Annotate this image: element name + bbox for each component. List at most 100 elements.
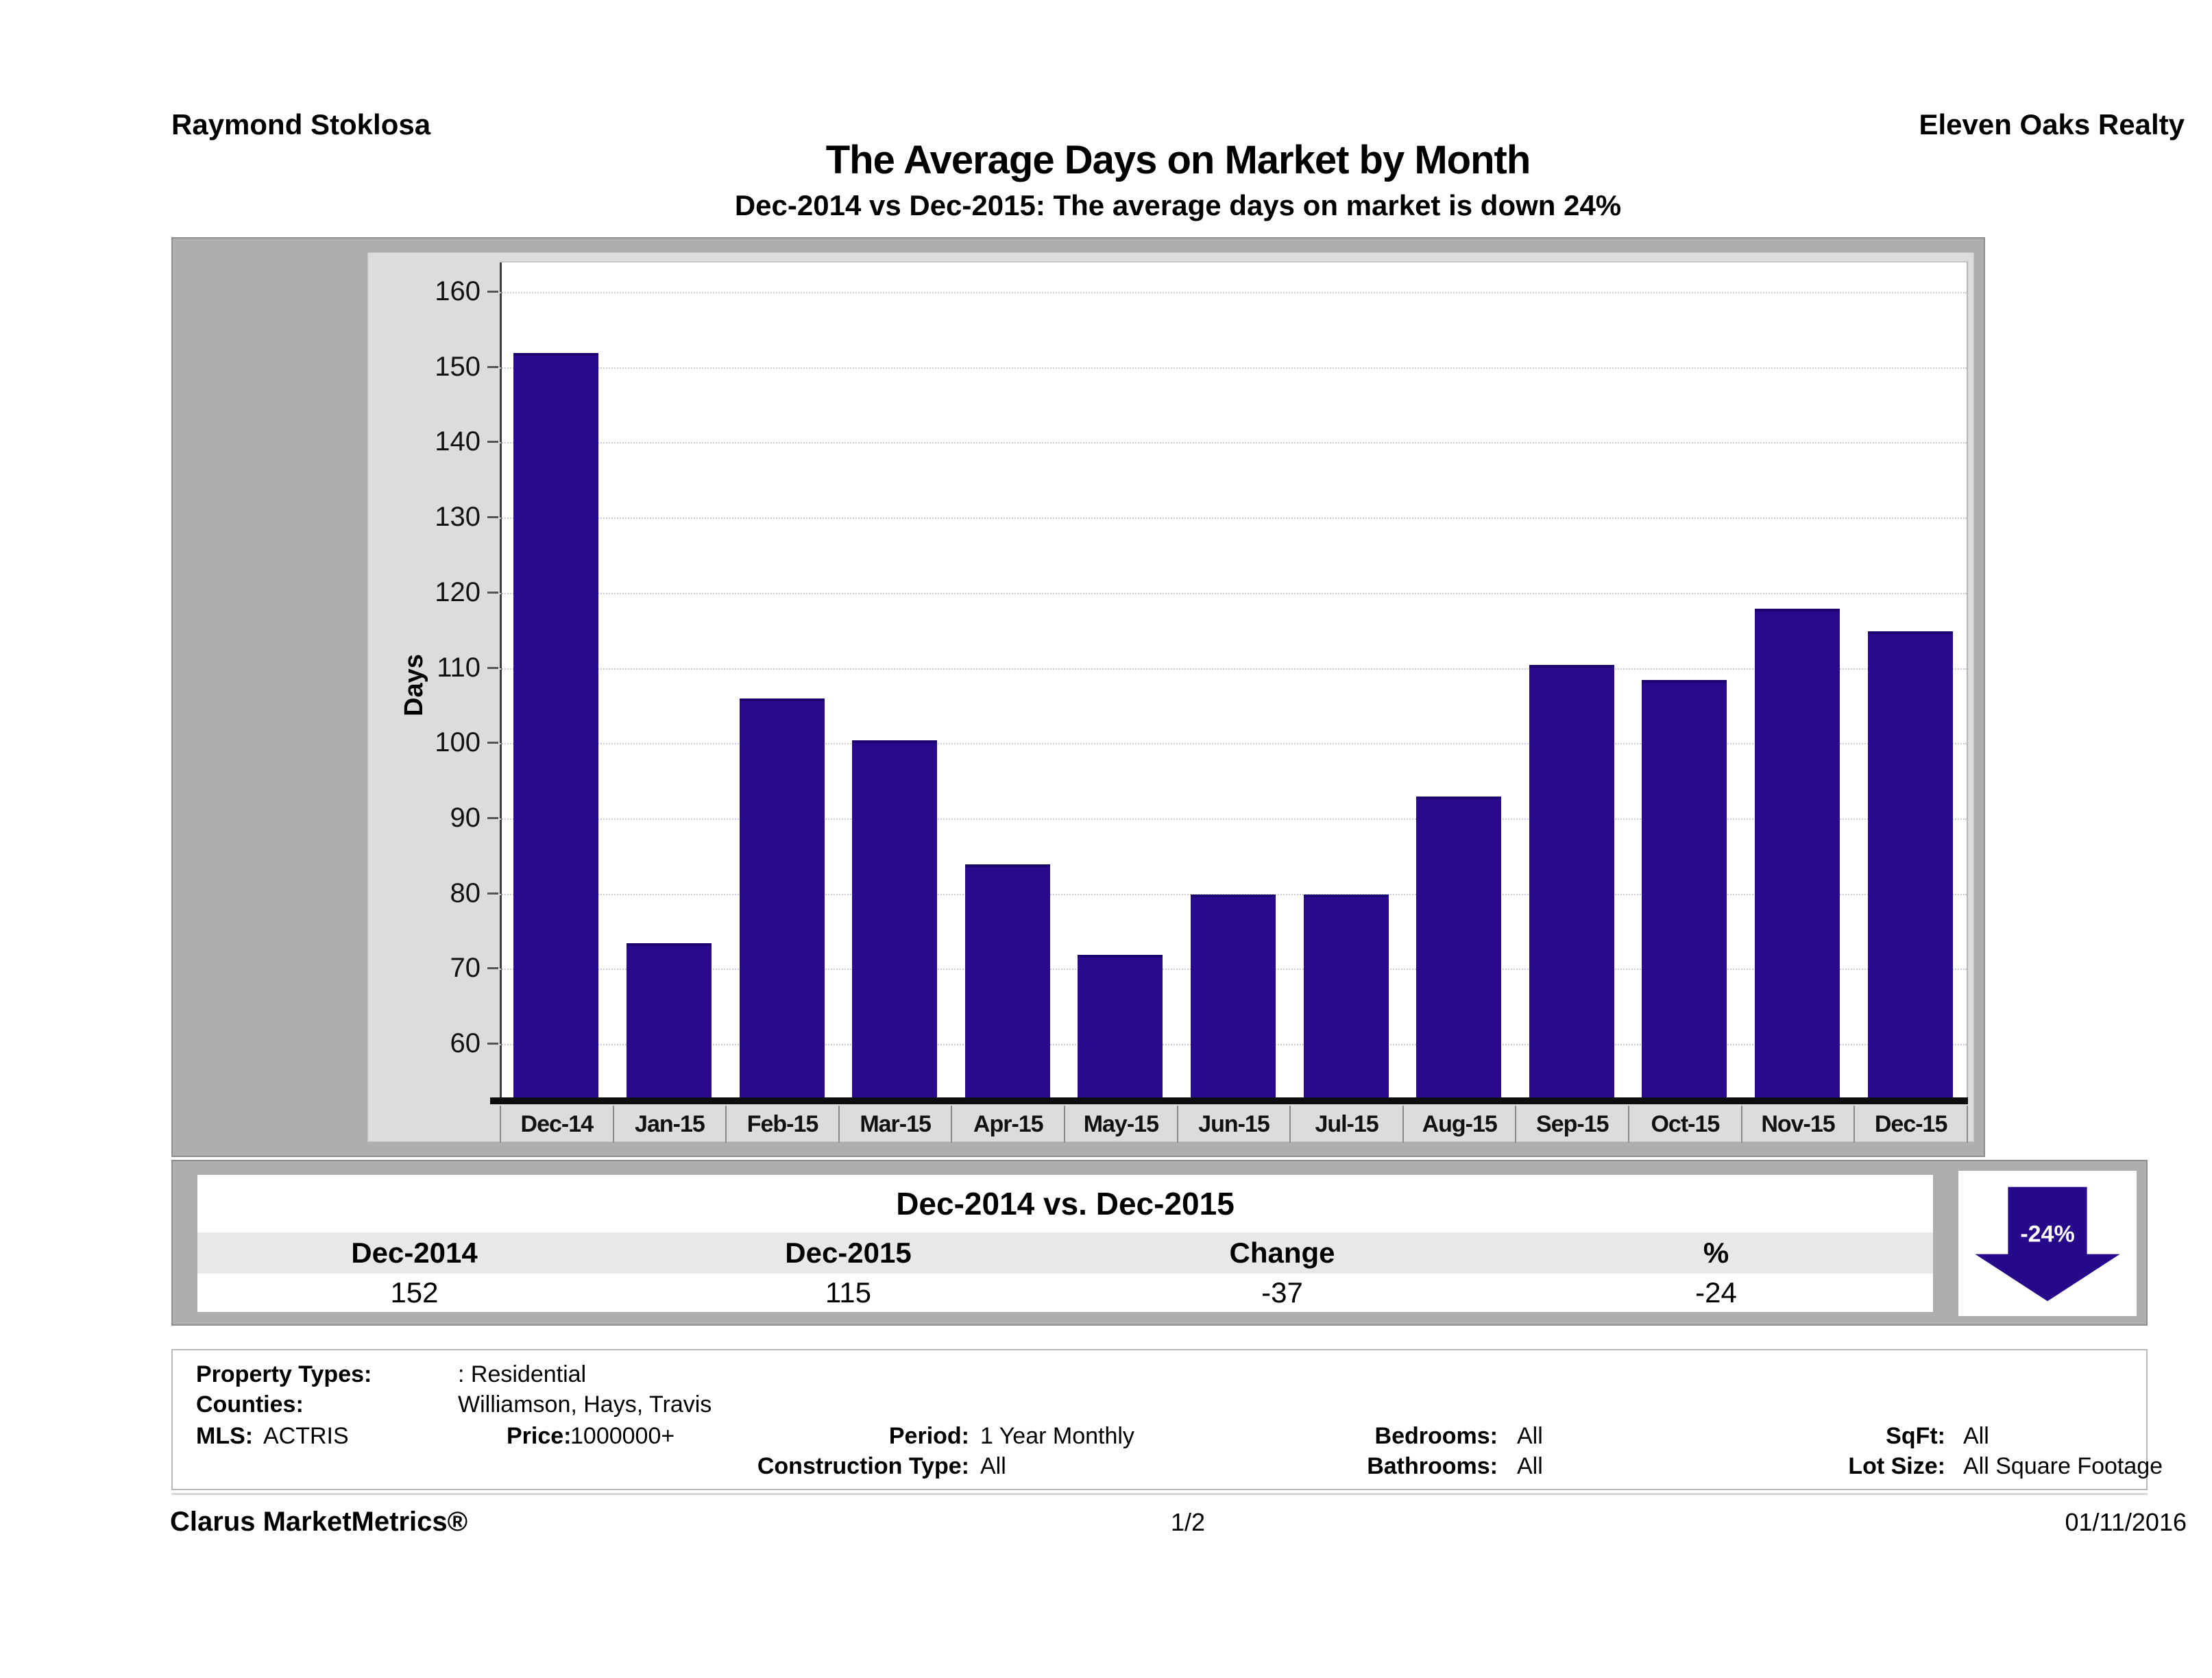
bar-Apr-15 [964,864,1050,1097]
mls-value: ACTRIS [263,1423,349,1449]
y-tick-mark-120 [487,591,498,594]
y-tick-mark-160 [487,290,498,293]
sqft-label: SqFt: [1886,1423,1945,1449]
x-label-Feb-15: Feb-15 [725,1106,838,1143]
y-tick-mark-150 [487,365,498,368]
counties-label: Counties: [196,1391,304,1418]
x-label-Nov-15: Nov-15 [1740,1106,1854,1143]
comparison-table-header-row: Dec-2014 Dec-2015 Change % [197,1232,1933,1274]
y-tick-label-100: 100 [435,727,481,758]
bar-Dec-15 [1867,631,1953,1097]
footer-date: 01/11/2016 [2065,1508,2187,1536]
lot-size-value: All Square Footage [1963,1453,2163,1479]
chart-panel: Days 60 70 80 90 100 110 120 130 140 150 160 Dec-1… [171,237,1985,1157]
value-change: -37 [1261,1276,1303,1309]
gridline-160 [500,291,1967,293]
footer-page-number: 1/2 [1170,1508,1206,1536]
bar-Jul-15 [1303,894,1389,1097]
col-header-percent: % [1703,1237,1729,1269]
lot-size-label: Lot Size: [1848,1453,1945,1479]
x-label-Apr-15: Apr-15 [951,1106,1064,1143]
y-tick-mark-140 [487,441,498,443]
y-tick-label-130: 130 [435,502,481,533]
comparison-table-title: Dec-2014 vs. Dec-2015 [197,1175,1933,1232]
bar-Sep-15 [1529,665,1614,1097]
price-label: Price: [507,1423,572,1449]
x-label-May-15: May-15 [1064,1106,1177,1143]
comparison-table: Dec-2014 vs. Dec-2015 Dec-2014 Dec-2015 … [197,1175,1933,1312]
price-value: 1000000+ [570,1423,675,1449]
bar-Aug-15 [1416,797,1502,1097]
divider [171,1493,2148,1495]
gridline-140 [500,442,1967,444]
y-tick-mark-110 [487,666,498,669]
value-dec-2015: 115 [825,1276,871,1309]
gridline-120 [500,592,1967,594]
page-subtitle: Dec-2014 vs Dec-2015: The average days o… [734,189,1622,221]
change-badge: -24% [1958,1171,2137,1316]
y-tick-label-160: 160 [435,276,481,306]
y-tick-label-120: 120 [435,576,481,607]
x-label-Jun-15: Jun-15 [1176,1106,1290,1143]
bathrooms-value: All [1517,1453,1543,1479]
gridline-130 [500,518,1967,520]
footer-brand: Clarus MarketMetrics® [170,1507,468,1537]
x-label-Sep-15: Sep-15 [1515,1106,1628,1143]
construction-type-value: All [980,1453,1006,1479]
mls-label: MLS: [196,1423,254,1449]
x-axis-line [490,1097,1968,1104]
period-value: 1 Year Monthly [980,1423,1134,1449]
bathrooms-label: Bathrooms: [1367,1453,1498,1479]
bar-Mar-15 [852,740,938,1097]
property-types-label: Property Types: [196,1361,372,1387]
x-label-Aug-15: Aug-15 [1402,1106,1516,1143]
sqft-value: All [1963,1423,1989,1449]
col-header-change: Change [1229,1237,1335,1269]
gridline-100 [500,743,1967,745]
y-tick-mark-60 [487,1043,498,1045]
bar-Oct-15 [1642,680,1727,1097]
y-tick-label-150: 150 [435,351,481,382]
col-header-dec-2015: Dec-2015 [785,1237,912,1269]
y-tick-mark-130 [487,516,498,519]
comparison-table-value-row: 152 115 -37 -24 [197,1274,1933,1312]
bar-Jun-15 [1191,894,1276,1097]
y-tick-label-90: 90 [450,803,481,833]
period-label: Period: [888,1423,969,1449]
value-percent: -24 [1695,1276,1737,1309]
y-tick-label-110: 110 [437,652,481,683]
y-tick-mark-90 [487,817,498,819]
counties-value: Williamson, Hays, Travis [458,1391,712,1418]
bar-Jan-15 [626,943,712,1097]
comparison-band: Dec-2014 vs. Dec-2015 Dec-2014 Dec-2015 … [171,1160,2148,1326]
y-tick-mark-70 [487,967,498,970]
page-title: The Average Days on Market by Month [825,138,1531,182]
gridline-150 [500,367,1967,369]
y-tick-label-60: 60 [450,1028,481,1059]
bar-Dec-14 [513,352,599,1097]
property-types-value: : Residential [458,1361,587,1387]
x-axis-labels: Dec-14 Jan-15 Feb-15 Mar-15 Apr-15 May-15 Jun-… [500,1106,1968,1143]
agent-name: Raymond Stoklosa [171,108,431,141]
change-badge-label: -24% [2020,1221,2075,1248]
bedrooms-label: Bedrooms: [1374,1423,1498,1449]
construction-type-label: Construction Type: [757,1453,969,1479]
y-tick-label-80: 80 [450,877,481,908]
x-label-Dec-14: Dec-14 [500,1106,613,1143]
chart-inner-frame: Days 60 70 80 90 100 110 120 130 140 150 160 Dec-1… [367,252,1974,1143]
company-name: Eleven Oaks Realty [1919,108,2185,141]
x-label-Jul-15: Jul-15 [1289,1106,1402,1143]
x-label-Mar-15: Mar-15 [838,1106,951,1143]
y-axis-ticks: 60 70 80 90 100 110 120 130 140 150 160 [368,253,1973,1141]
gridline-110 [500,668,1967,670]
filters-box: Property Types: : Residential Counties: … [171,1349,2163,1490]
value-dec-2014: 152 [390,1276,439,1309]
y-tick-label-140: 140 [435,426,481,457]
y-tick-label-70: 70 [450,953,481,984]
y-axis-line [500,263,502,1097]
x-label-Jan-15: Jan-15 [612,1106,726,1143]
x-label-Dec-15: Dec-15 [1854,1106,1968,1143]
plot-area [500,261,1968,1097]
bar-May-15 [1078,954,1163,1097]
